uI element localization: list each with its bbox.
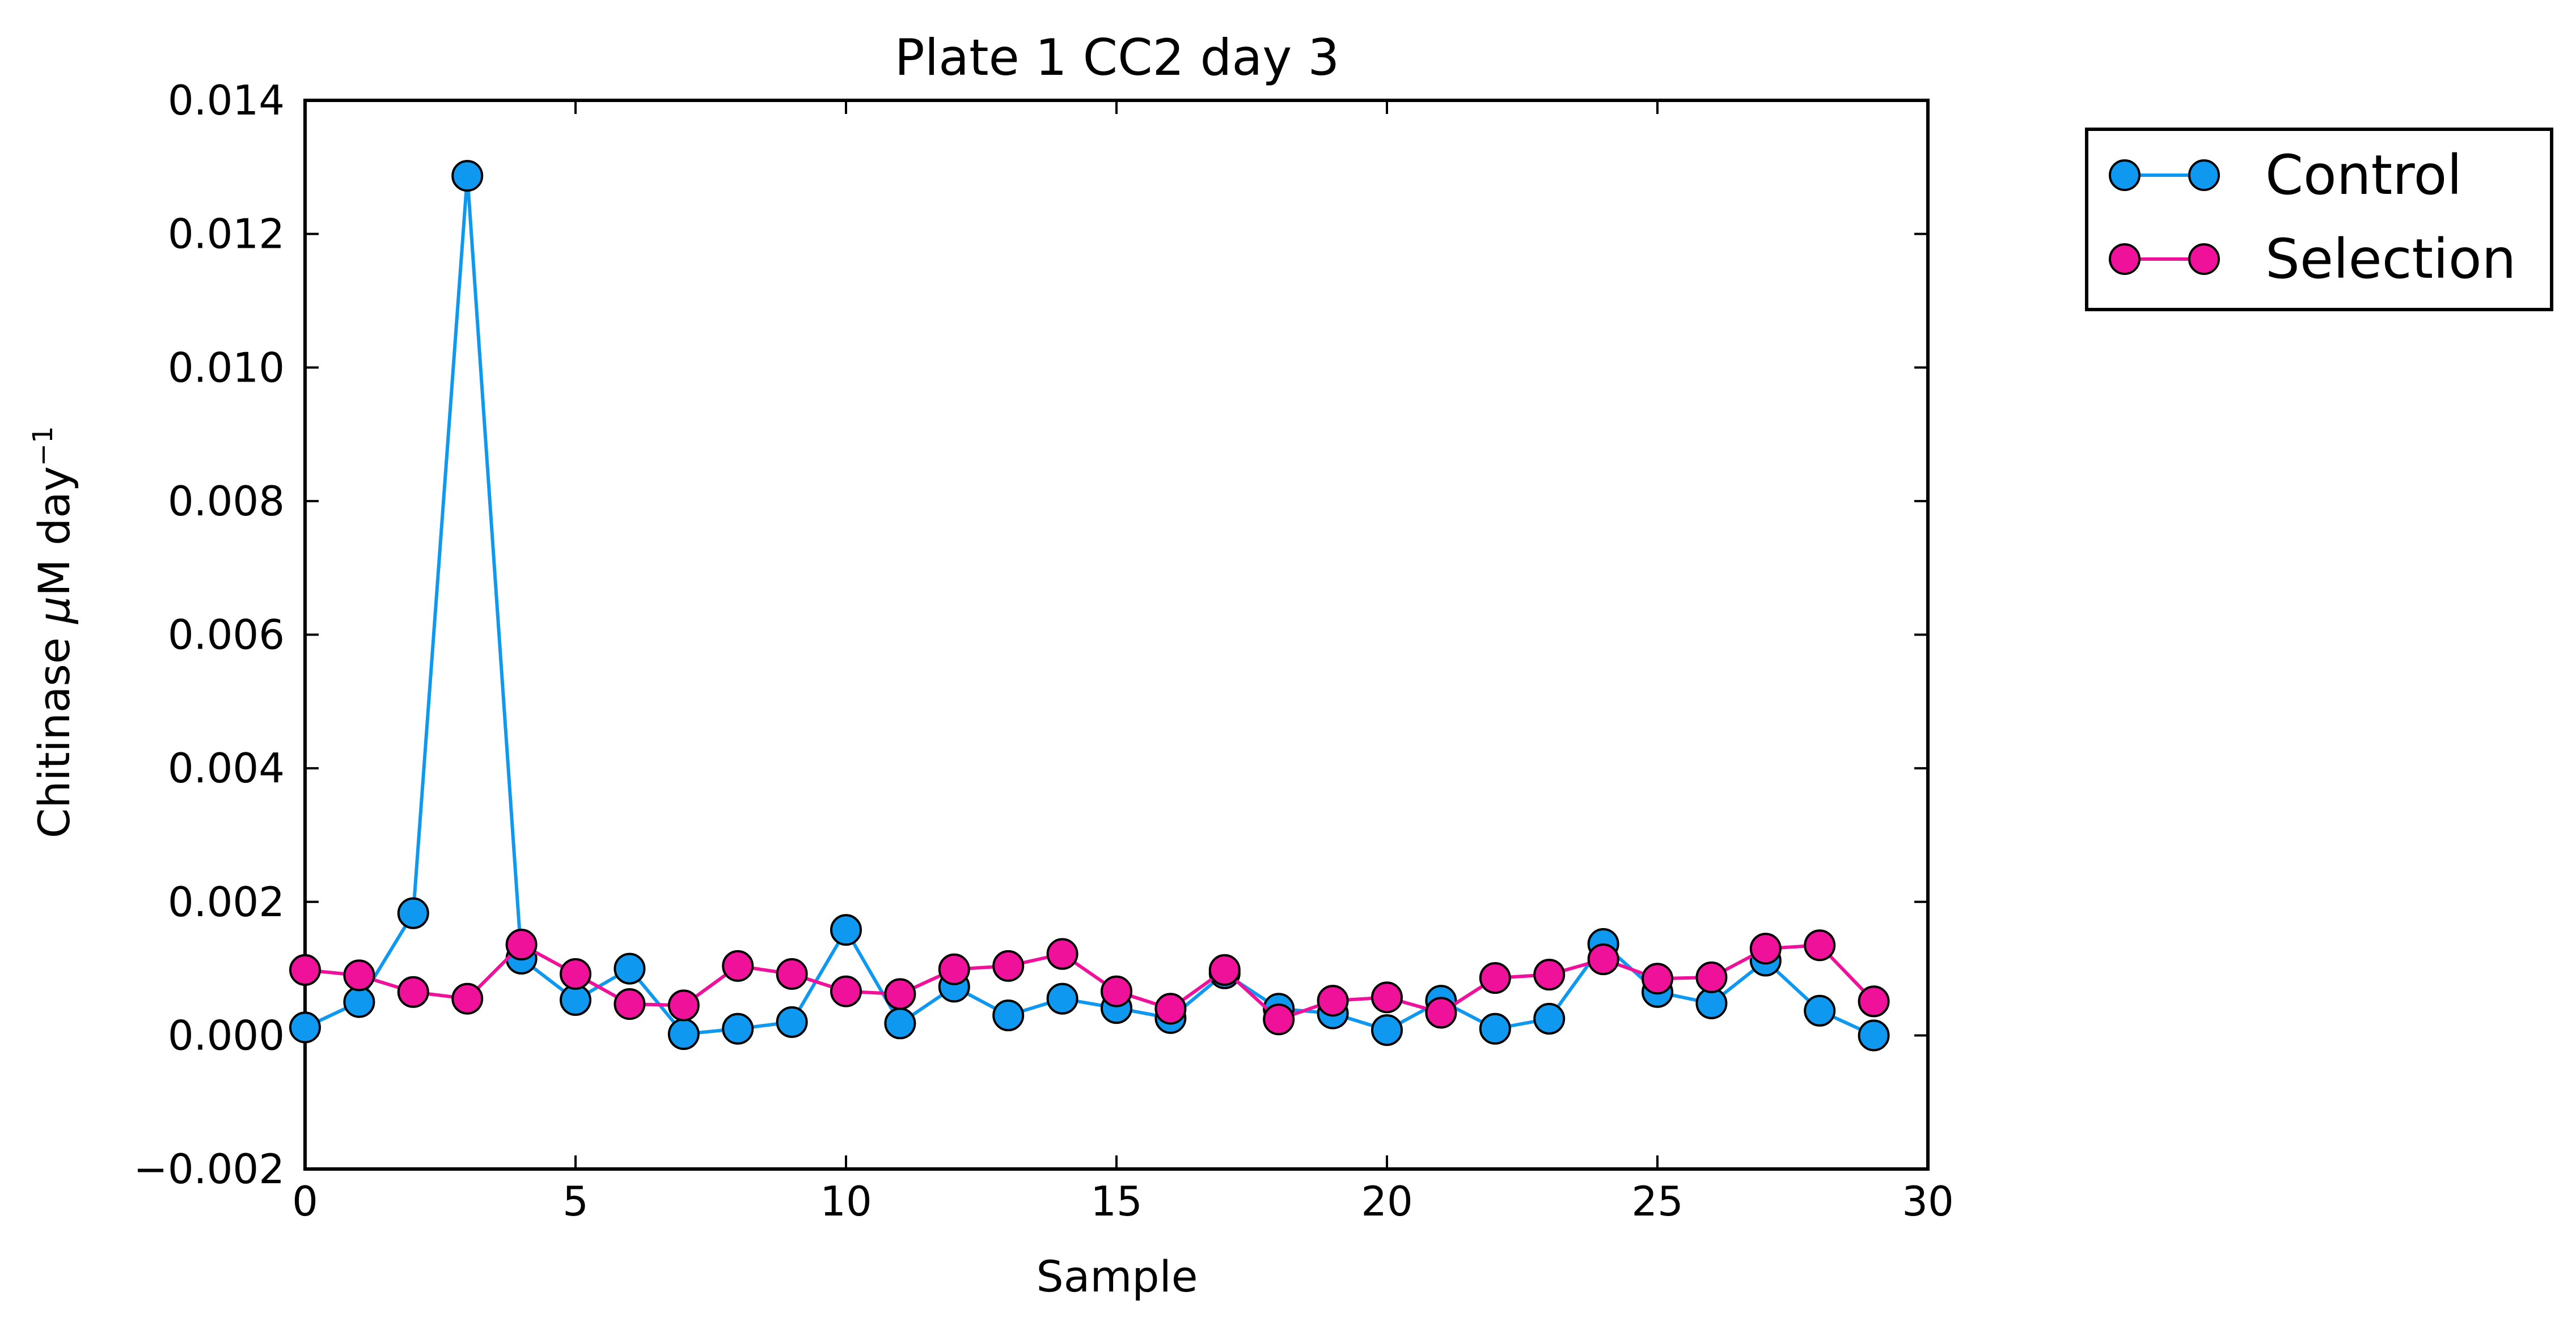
data-point-selection [1425, 997, 1457, 1029]
data-point-selection [1858, 985, 1890, 1018]
legend-marker-control [2109, 159, 2141, 191]
y-axis-label: Chitinase μM day−1 [27, 426, 79, 838]
data-point-control [397, 897, 429, 929]
data-point-control [451, 160, 484, 192]
data-point-control [614, 952, 646, 985]
x-tick-label: 15 [1090, 1178, 1143, 1225]
data-point-control [343, 986, 375, 1018]
data-point-selection [1804, 929, 1836, 962]
data-point-selection [451, 982, 484, 1015]
series-layer [289, 160, 1890, 1052]
y-tick-label: 0.010 [168, 344, 285, 391]
legend-entry-selection: Selection [2109, 227, 2516, 291]
data-point-control [776, 1006, 808, 1038]
data-point-selection [1587, 943, 1619, 976]
data-point-selection [1695, 961, 1728, 993]
data-point-control [1479, 1013, 1511, 1045]
x-axis-ticks: 0 5 10 15 20 25 30 [292, 100, 1954, 1225]
data-point-selection [776, 958, 808, 990]
legend-marker-control [2188, 159, 2220, 191]
data-point-selection [884, 978, 916, 1010]
data-point-selection [992, 950, 1025, 982]
chart-title: Plate 1 CC2 day 3 [895, 28, 1340, 87]
data-point-selection [1263, 1003, 1295, 1036]
data-point-control [884, 1007, 916, 1040]
y-tick-label: −0.002 [134, 1145, 285, 1193]
y-tick-label: 0.014 [168, 77, 285, 124]
x-tick-label: 30 [1902, 1178, 1954, 1225]
data-point-control [1533, 1002, 1566, 1035]
data-point-control [1804, 994, 1836, 1027]
x-tick-label: 5 [562, 1178, 589, 1225]
y-axis-label-mu: μ [29, 596, 79, 624]
data-point-control [1858, 1019, 1890, 1052]
plot-area: 0 5 10 15 20 25 30 −0.0020.0000.0020.0040.0060… [134, 77, 1954, 1225]
data-point-control [289, 1011, 321, 1044]
y-tick-label: 0.008 [168, 477, 285, 525]
data-point-control [667, 1018, 700, 1051]
y-tick-label: 0.002 [168, 878, 285, 926]
data-point-selection [1154, 993, 1187, 1025]
data-point-selection [289, 954, 321, 986]
y-tick-label: 0.006 [168, 611, 285, 659]
data-point-selection [343, 959, 375, 992]
data-point-selection [722, 950, 754, 982]
data-point-selection [1317, 985, 1349, 1017]
y-tick-label: 0.012 [168, 210, 285, 258]
y-axis-label-exponent: −1 [27, 426, 59, 466]
data-point-selection [830, 975, 862, 1007]
data-point-selection [667, 989, 700, 1022]
legend: Control Selection [2085, 128, 2553, 311]
legend-marker-selection [2109, 243, 2141, 275]
data-point-selection [505, 929, 538, 961]
data-point-control [1046, 982, 1078, 1015]
series-selection [289, 929, 1890, 1036]
data-point-selection [1479, 962, 1511, 994]
y-axis-label-main: Chitinase [29, 624, 79, 838]
data-point-selection [560, 958, 591, 990]
y-tick-label: 0.004 [168, 744, 285, 792]
data-point-selection [1533, 959, 1566, 991]
y-tick-label: 0.000 [168, 1011, 285, 1059]
y-axis-label-unit: M day [29, 466, 79, 596]
data-point-selection [1371, 981, 1403, 1014]
data-point-control [722, 1013, 754, 1045]
data-point-selection [1642, 963, 1673, 995]
data-point-control [1371, 1014, 1403, 1046]
legend-label-control: Control [2265, 143, 2462, 207]
y-axis-ticks: −0.002 0.000 0.002 0.004 0.006 0.008 0.010 0.01… [134, 77, 1928, 1193]
legend-label-selection: Selection [2265, 227, 2516, 291]
data-point-selection [1749, 933, 1782, 965]
legend-entry-control: Control [2109, 143, 2462, 207]
data-point-selection [1046, 938, 1078, 970]
legend-frame [2085, 128, 2553, 311]
legend-marker-selection [2188, 243, 2220, 275]
x-tick-label: 10 [820, 1178, 872, 1225]
data-point-control [830, 914, 862, 946]
data-point-control [992, 1000, 1025, 1032]
x-tick-label: 0 [292, 1178, 318, 1225]
x-tick-label: 25 [1631, 1178, 1684, 1225]
data-point-selection [1101, 975, 1132, 1007]
x-tick-label: 20 [1361, 1178, 1413, 1225]
x-axis-label: Sample [1037, 1251, 1198, 1302]
data-point-selection [938, 953, 970, 985]
data-point-selection [614, 988, 646, 1020]
data-point-selection [397, 976, 429, 1008]
data-point-selection [1208, 954, 1241, 986]
